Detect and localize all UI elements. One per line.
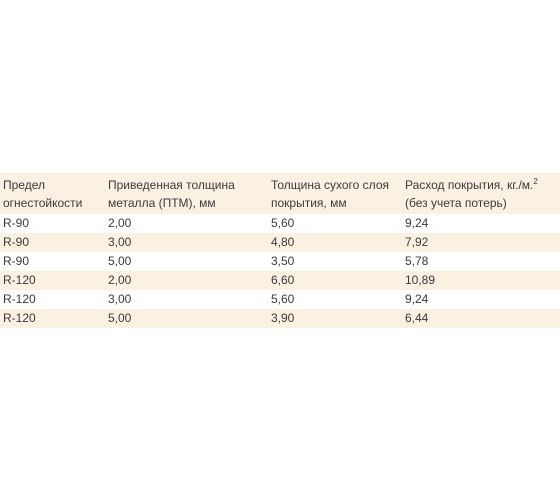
header-line: (без учета потерь): [405, 195, 507, 210]
header-line: Приведенная толщина: [108, 177, 235, 192]
cell-metal-thickness: 3,00: [108, 235, 132, 249]
cell-fire-resistance: R-120: [3, 311, 36, 325]
header-text: Расход покрытия, кг./м.: [405, 177, 534, 192]
cell-metal-thickness: 3,00: [108, 292, 132, 306]
cell-metal-thickness: 2,00: [108, 273, 132, 287]
cell-coating-consumption: 6,44: [405, 311, 429, 325]
cell-dry-layer-thickness: 4,80: [271, 235, 295, 249]
cell-fire-resistance: R-120: [3, 292, 36, 306]
cell-coating-consumption: 10,89: [405, 273, 436, 287]
specs-table-container: Предел огнестойкости Приведенная толщина…: [0, 173, 560, 328]
cell-metal-thickness: 2,00: [108, 216, 132, 230]
header-coating-consumption: Расход покрытия, кг./м.2 (без учета поте…: [402, 173, 560, 214]
table-body: R-90 2,00 5,60 9,24 R-90 3,00 4,80 7,92 R-90 5,00…: [0, 214, 560, 328]
cell-fire-resistance: R-90: [3, 216, 30, 230]
cell-metal-thickness: 5,00: [108, 311, 132, 325]
header-dry-layer-thickness: Толщина сухого слоя покрытия, мм: [268, 173, 402, 214]
cell-fire-resistance: R-90: [3, 235, 30, 249]
cell-coating-consumption: 7,92: [405, 235, 429, 249]
fire-resistance-table: Предел огнестойкости Приведенная толщина…: [0, 173, 560, 328]
table-row: R-90 5,00 3,50 5,78: [0, 252, 560, 271]
header-metal-thickness: Приведенная толщина металла (ПТМ), мм: [105, 173, 268, 214]
cell-dry-layer-thickness: 3,90: [271, 311, 295, 325]
cell-coating-consumption: 9,24: [405, 292, 429, 306]
cell-coating-consumption: 5,78: [405, 254, 429, 268]
header-line: Толщина сухого слоя: [271, 177, 389, 192]
cell-dry-layer-thickness: 6,60: [271, 273, 295, 287]
header-line: огнестойкости: [3, 195, 83, 210]
table-row: R-90 2,00 5,60 9,24: [0, 214, 560, 233]
cell-fire-resistance: R-90: [3, 254, 30, 268]
cell-fire-resistance: R-120: [3, 273, 36, 287]
cell-dry-layer-thickness: 5,60: [271, 292, 295, 306]
header-line: металла (ПТМ), мм: [108, 195, 216, 210]
table-row: R-120 5,00 3,90 6,44: [0, 309, 560, 328]
header-line: Расход покрытия, кг./м.2: [405, 176, 560, 194]
header-line: Предел: [3, 177, 45, 192]
header-fire-resistance: Предел огнестойкости: [0, 173, 105, 214]
cell-metal-thickness: 5,00: [108, 254, 132, 268]
header-superscript: 2: [533, 176, 538, 186]
table-row: R-90 3,00 4,80 7,92: [0, 233, 560, 252]
cell-coating-consumption: 9,24: [405, 216, 429, 230]
cell-dry-layer-thickness: 3,50: [271, 254, 295, 268]
table-row: R-120 3,00 5,60 9,24: [0, 290, 560, 309]
header-line: покрытия, мм: [271, 195, 347, 210]
table-row: R-120 2,00 6,60 10,89: [0, 271, 560, 290]
table-header-row: Предел огнестойкости Приведенная толщина…: [0, 173, 560, 214]
cell-dry-layer-thickness: 5,60: [271, 216, 295, 230]
